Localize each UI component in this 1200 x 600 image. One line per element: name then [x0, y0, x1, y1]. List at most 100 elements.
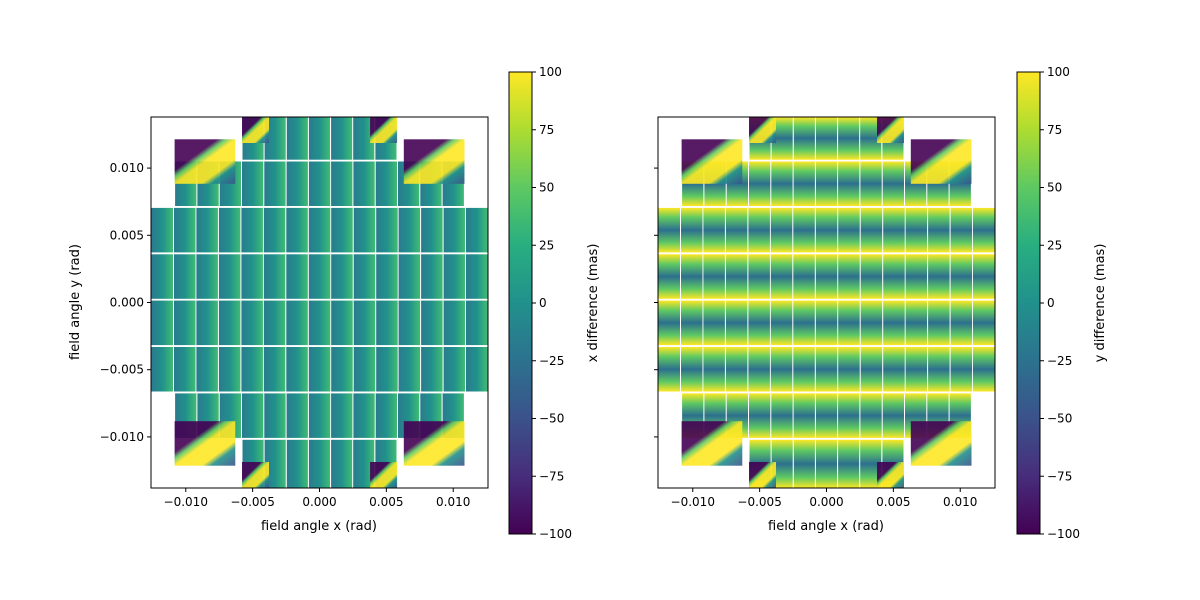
right-tile [950, 347, 973, 392]
left-tile [196, 347, 218, 392]
right-tile [860, 439, 882, 488]
left-tile [466, 347, 488, 392]
left-edge-feature [370, 462, 398, 488]
left-tile [264, 439, 286, 488]
left-tile [241, 300, 263, 346]
left-tile [308, 300, 331, 346]
left-tile [421, 207, 443, 253]
left-tile [398, 207, 421, 253]
left-tile [466, 207, 488, 253]
left-tile [308, 117, 330, 160]
right-colorbar-tick-label: −100 [1047, 527, 1080, 541]
left-tile [376, 300, 398, 346]
left-xtick-label: 0.005 [369, 495, 403, 509]
right-tile [860, 393, 882, 438]
right-panel: −0.010 −0.005 0.000 0.005 0.010 field angle … [654, 116, 996, 534]
left-tile [174, 254, 196, 299]
right-tile [815, 161, 838, 206]
left-tile [263, 254, 286, 299]
right-colorbar-tick-label: 75 [1047, 123, 1062, 137]
right-colorbar-label: y difference (mas) [1093, 244, 1108, 363]
left-tile [264, 117, 286, 160]
right-tile [928, 300, 950, 346]
left-tile [375, 161, 397, 206]
left-colorbar-fill [508, 71, 533, 535]
right-tile [838, 393, 860, 438]
left-colorbar-tick-label: 50 [539, 181, 554, 195]
right-edge-feature [749, 462, 776, 488]
right-tile [860, 207, 883, 253]
left-edge-feature [370, 117, 398, 143]
left-tile [331, 393, 353, 438]
right-colorbar-tick-label: 0 [1047, 296, 1055, 310]
right-tile [770, 300, 793, 346]
right-tile [793, 347, 815, 392]
left-ytick-label: 0.005 [110, 228, 144, 242]
left-colorbar-tick-label: −100 [539, 527, 572, 541]
left-tile [151, 207, 173, 253]
right-colorbar-fill [1016, 71, 1041, 535]
right-tile [815, 347, 838, 392]
left-tile [218, 300, 241, 346]
right-tile [883, 300, 905, 346]
right-tile [725, 207, 748, 253]
left-tile [443, 207, 466, 253]
left-tile [286, 117, 308, 160]
left-colorbar-ticks: 100 75 50 25 0 −25 −50 −75 −100 [532, 65, 572, 541]
left-tile [241, 347, 263, 392]
right-tile [860, 347, 883, 392]
right-tile [749, 393, 771, 438]
right-tile [725, 347, 748, 392]
left-tile [196, 207, 218, 253]
right-tile [950, 207, 973, 253]
left-tile [421, 254, 443, 299]
right-tile [815, 439, 837, 488]
right-tile [771, 117, 793, 160]
right-tile [973, 207, 995, 253]
right-tile [860, 117, 882, 160]
right-tile [928, 254, 950, 299]
right-x-axis: −0.010 −0.005 0.000 0.005 0.010 [671, 488, 977, 509]
right-tile [793, 393, 815, 438]
left-tile [353, 347, 376, 392]
right-colorbar-tick-label: −75 [1047, 469, 1072, 483]
right-tile [771, 161, 793, 206]
right-tile [838, 161, 860, 206]
left-colorbar-tick-label: 100 [539, 65, 562, 79]
right-colorbar-tick-label: 50 [1047, 181, 1062, 195]
left-edge-feature [174, 421, 236, 466]
left-tile [353, 300, 376, 346]
left-tile [308, 439, 330, 488]
left-tile [398, 347, 421, 392]
left-tile [286, 439, 308, 488]
right-edge-feature [877, 117, 904, 143]
right-colorbar-tick-label: −50 [1047, 412, 1072, 426]
left-tile [421, 347, 443, 392]
left-tile [443, 254, 466, 299]
right-tile [703, 300, 725, 346]
left-colorbar-tick-label: 0 [539, 296, 547, 310]
right-tile [928, 207, 950, 253]
left-tile [286, 393, 308, 438]
right-tile [771, 439, 793, 488]
right-tile [838, 347, 860, 392]
right-tile [905, 347, 928, 392]
right-tile [703, 207, 725, 253]
right-tile [725, 300, 748, 346]
left-tile [421, 300, 443, 346]
left-tile [264, 161, 286, 206]
right-edge-feature [910, 139, 972, 184]
right-xtick-label: 0.005 [876, 495, 910, 509]
right-tile [749, 161, 771, 206]
left-edge-feature [242, 462, 269, 488]
right-tile [793, 254, 815, 299]
left-tile [241, 254, 263, 299]
left-xlabel: field angle x (rad) [261, 519, 377, 534]
right-edge-feature [877, 462, 904, 488]
left-ytick-label: −0.005 [100, 363, 144, 377]
right-tile [905, 300, 928, 346]
right-tile [793, 161, 815, 206]
right-tile [748, 254, 770, 299]
right-xtick-label: −0.010 [671, 495, 715, 509]
right-tile [815, 300, 838, 346]
